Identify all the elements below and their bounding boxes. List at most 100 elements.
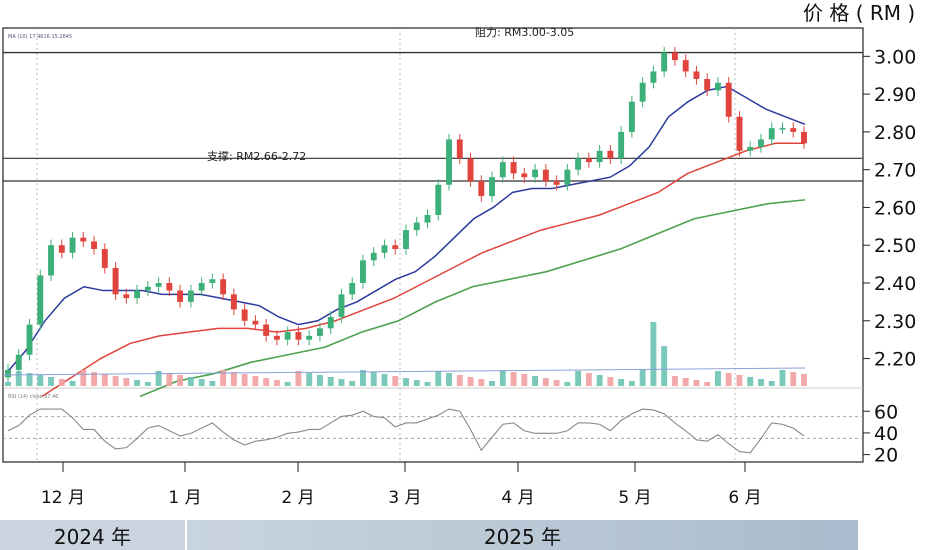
x-tick-label: 2 月 (281, 488, 314, 508)
volume-bar (510, 372, 517, 386)
volume-bar (15, 371, 22, 386)
year-label-2024: 2024 年 (0, 520, 185, 550)
volume-bar (284, 382, 291, 386)
candle-body (801, 131, 807, 144)
volume-bar (532, 376, 539, 386)
rsi-tick-label: 20 (874, 445, 898, 467)
candle-body (144, 286, 151, 291)
candle-body (252, 320, 259, 325)
volume-bar (446, 373, 452, 386)
volume-bar (639, 370, 646, 386)
candle-body (596, 150, 603, 163)
volume-bar (123, 378, 130, 386)
candle-body (381, 245, 388, 253)
y-tick-label: 2.30 (874, 311, 916, 333)
candle-body (338, 294, 345, 317)
y-tick-label: 2.50 (874, 235, 916, 257)
x-tick-label: 1 月 (168, 488, 201, 508)
volume-bar (714, 371, 721, 386)
candle-body (661, 52, 668, 72)
volume-bar (682, 378, 689, 386)
volume-bar (650, 322, 657, 386)
candle-body (392, 245, 399, 249)
volume-ma-line (2, 367, 806, 376)
volume-bar (768, 381, 775, 386)
volume-bar (424, 382, 431, 386)
volume-bar (69, 381, 76, 386)
volume-bar (790, 372, 797, 386)
volume-bar (521, 374, 528, 386)
candle-body (241, 309, 248, 321)
volume-bar (693, 380, 700, 386)
volume-bar (166, 373, 173, 386)
volume-bar (306, 373, 313, 386)
volume-bar (704, 382, 711, 386)
ma50-line (41, 142, 805, 397)
volume-bar (5, 382, 11, 386)
year-label-2025: 2025 年 (187, 520, 858, 550)
volume-bar (618, 379, 625, 386)
volume-bar (80, 370, 87, 386)
volume-bar (48, 377, 54, 386)
volume-bar (564, 382, 571, 386)
volume-bar (316, 375, 323, 386)
volume-bar (758, 379, 764, 386)
volume-bar (37, 375, 44, 386)
candle-body (37, 275, 44, 325)
volume-bar (26, 373, 33, 386)
candle-body (316, 328, 323, 336)
volume-bar (403, 378, 409, 386)
volume-bar (628, 381, 635, 386)
volume-bar (489, 381, 496, 386)
candle-body (327, 317, 334, 329)
rsi-legend: RSI (14) close 37.46 (8, 394, 58, 400)
candle-body (456, 139, 463, 159)
volume-bar (112, 376, 119, 386)
candle-body (123, 294, 130, 299)
volume-bar (499, 370, 506, 386)
volume-bar (370, 372, 377, 386)
volume-bar (91, 372, 98, 386)
resistance-label: 阻力: RM3.00-3.05 (475, 26, 574, 39)
candle-body (575, 158, 582, 170)
volume-bar (273, 380, 280, 386)
rsi-tick-label: 40 (874, 423, 898, 445)
candle-body (284, 332, 291, 340)
volume-bar (596, 375, 603, 386)
candle-body (209, 279, 216, 283)
candle-body (478, 181, 485, 197)
candle-body (230, 294, 237, 310)
volume-bar (177, 375, 184, 386)
x-tick-label: 4 月 (501, 488, 534, 508)
ma100-line (139, 199, 806, 398)
candle-body (693, 71, 700, 79)
indicator-legend: MA (10) 17.4616 15.2845 (8, 34, 72, 40)
candle-body (553, 181, 560, 185)
rsi-line (7, 408, 805, 454)
volume-bar (144, 382, 151, 386)
x-tick-label: 12 月 (41, 488, 85, 508)
volume-bar (542, 378, 549, 386)
volume-bar (198, 379, 205, 386)
x-tick-label: 5 月 (618, 488, 651, 508)
volume-bar (671, 376, 678, 386)
candle-body (639, 82, 646, 102)
candle-body (768, 128, 775, 140)
volume-bar (736, 375, 743, 386)
volume-bar (155, 371, 162, 386)
y-tick-label: 2.80 (874, 122, 916, 144)
volume-bar (435, 371, 442, 386)
volume-bar (338, 379, 345, 386)
volume-bar (478, 379, 485, 386)
candle-body (134, 290, 141, 299)
support-label: 支撑: RM2.66-2.72 (207, 149, 306, 163)
candle-body (370, 252, 377, 261)
candle-body (5, 369, 11, 378)
volume-bar (101, 374, 108, 386)
candle-body (510, 162, 517, 174)
candle-body (467, 158, 474, 181)
x-tick-label: 6 月 (728, 488, 761, 508)
volume-bar (456, 375, 463, 386)
candle-body (489, 177, 496, 197)
volume-bar (779, 370, 786, 386)
